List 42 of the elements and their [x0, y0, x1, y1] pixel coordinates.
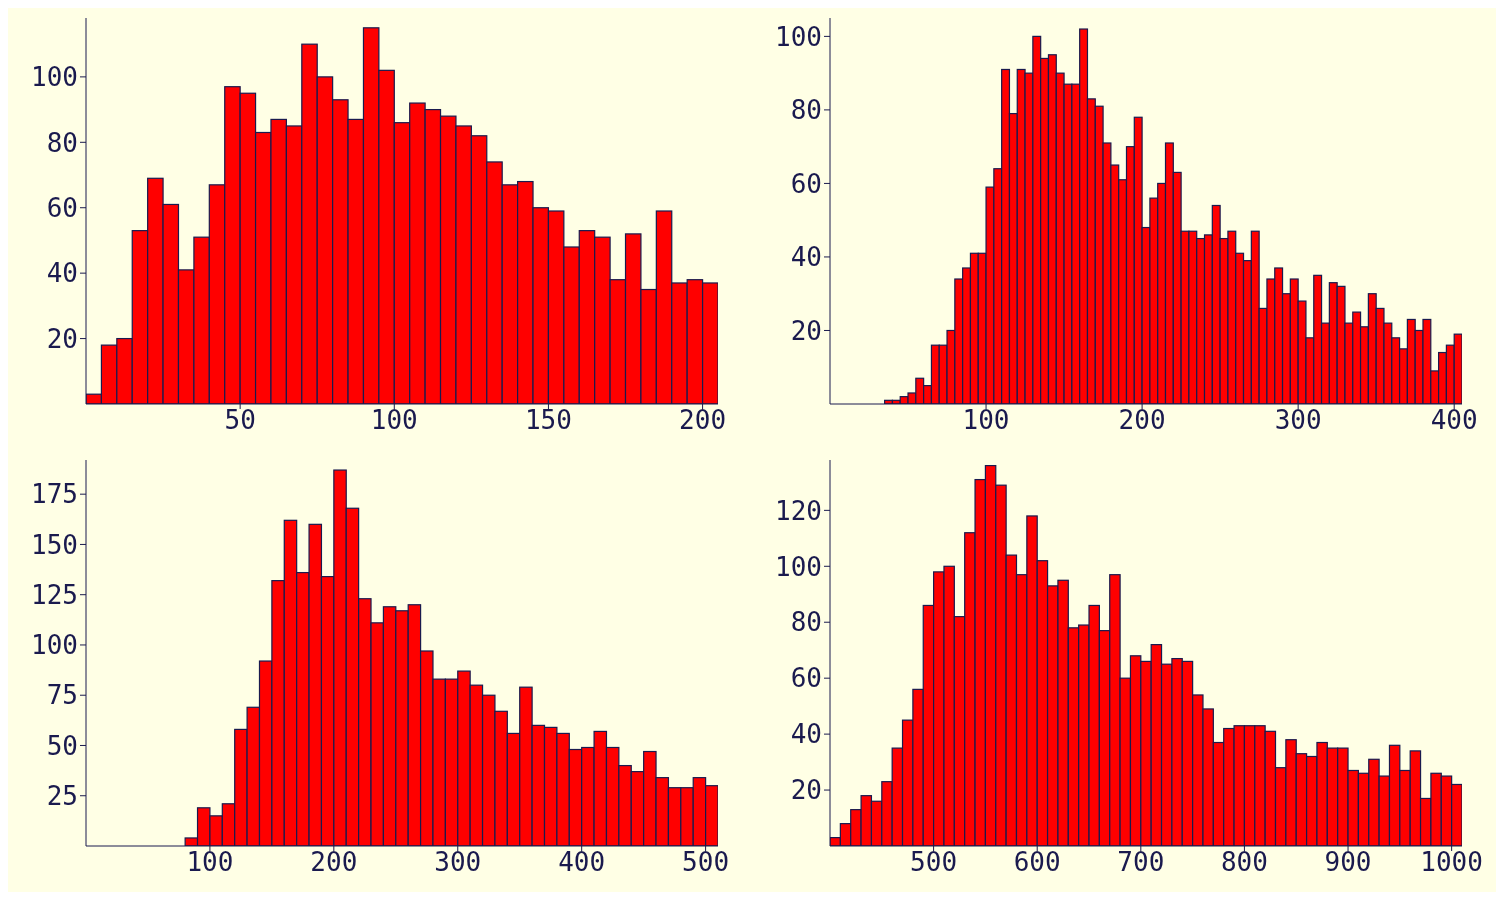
- x-tick-label: 50: [224, 405, 256, 436]
- y-tick-label: 100: [31, 62, 78, 93]
- x-tick-label: 600: [1013, 847, 1061, 878]
- y-tick-label: 150: [31, 529, 78, 560]
- y-tick-label: 80: [790, 95, 822, 126]
- y-tick-label: 20: [790, 315, 822, 346]
- y-tick-label: 20: [46, 323, 78, 354]
- x-tick-label: 500: [910, 847, 958, 878]
- x-tick-label: 900: [1324, 847, 1372, 878]
- y-tick-label: 40: [790, 242, 822, 273]
- x-tick-label: 300: [434, 847, 482, 878]
- x-tick-label: 100: [186, 847, 234, 878]
- y-tick-label: 125: [31, 579, 78, 610]
- x-tick-label: 200: [310, 847, 358, 878]
- y-tick-label: 100: [31, 630, 78, 661]
- x-tick-label: 1000: [1420, 847, 1483, 878]
- y-tick-label: 75: [46, 680, 78, 711]
- y-tick-label: 60: [790, 663, 822, 694]
- x-tick-label: 100: [370, 405, 418, 436]
- x-tick-label: 150: [524, 405, 572, 436]
- y-tick-label: 40: [46, 258, 78, 289]
- x-tick-label: 400: [558, 847, 606, 878]
- y-tick-label: 100: [775, 551, 822, 582]
- y-tick-label: 60: [46, 192, 78, 223]
- x-tick-label: 200: [679, 405, 727, 436]
- x-tick-label: 500: [682, 847, 730, 878]
- y-tick-label: 20: [790, 775, 822, 806]
- y-tick-label: 60: [790, 168, 822, 199]
- y-tick-label: 175: [31, 479, 78, 510]
- y-tick-label: 50: [46, 730, 78, 761]
- y-tick-label: 80: [46, 127, 78, 158]
- x-tick-label: 100: [962, 405, 1010, 436]
- x-tick-label: 700: [1117, 847, 1165, 878]
- y-tick-label: 120: [775, 495, 822, 526]
- y-tick-label: 40: [790, 719, 822, 750]
- x-tick-label: 200: [1118, 405, 1166, 436]
- x-tick-label: 400: [1430, 405, 1478, 436]
- x-tick-label: 800: [1220, 847, 1268, 878]
- y-tick-label: 100: [775, 21, 822, 52]
- y-tick-label: 25: [46, 780, 78, 811]
- x-tick-label: 300: [1274, 405, 1322, 436]
- y-tick-label: 80: [790, 607, 822, 638]
